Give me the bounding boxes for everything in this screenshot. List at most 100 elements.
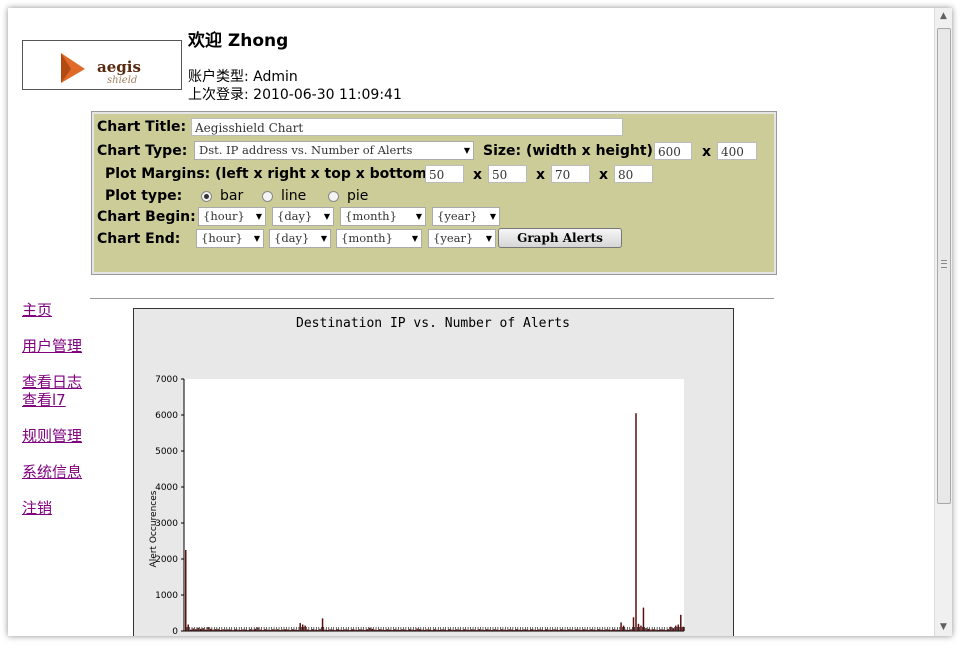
- bar: [476, 629, 478, 631]
- bar: [558, 629, 560, 631]
- bar: [364, 629, 366, 631]
- begin-hour-select[interactable]: {hour} ▼: [198, 207, 266, 226]
- bar: [635, 413, 637, 631]
- vertical-scrollbar[interactable]: ▲ ▼: [934, 8, 952, 636]
- bar: [520, 629, 523, 631]
- bar: [207, 627, 209, 631]
- size-label: Size: (width x height): [483, 143, 653, 159]
- bar: [563, 629, 565, 631]
- end-hour-select[interactable]: {hour} ▼: [196, 229, 264, 248]
- y-tick-label: 4000: [155, 483, 178, 493]
- chart-title-input[interactable]: Aegisshield Chart: [191, 118, 623, 136]
- bar: [408, 629, 411, 631]
- bar: [612, 629, 615, 631]
- nav-user-management[interactable]: 用户管理: [22, 337, 83, 355]
- bar: [249, 629, 252, 631]
- width-input[interactable]: 600: [654, 142, 692, 160]
- nav-view-l7[interactable]: 查看l7: [22, 391, 66, 409]
- bar: [672, 628, 675, 631]
- radio-pie-label: pie: [347, 188, 369, 204]
- bar: [463, 629, 466, 631]
- bar: [625, 629, 627, 631]
- end-month-select[interactable]: {month} ▼: [336, 229, 422, 248]
- bar: [301, 624, 304, 631]
- bar: [189, 629, 192, 631]
- height-input[interactable]: 400: [717, 142, 757, 160]
- scrollbar-thumb[interactable]: [937, 28, 951, 504]
- end-day-select[interactable]: {day} ▼: [269, 229, 331, 248]
- chart-title: Destination IP vs. Number of Alerts: [296, 316, 570, 331]
- bar: [660, 629, 662, 631]
- bar: [341, 629, 344, 631]
- bar: [665, 629, 667, 631]
- bar: [219, 629, 222, 631]
- bar: [550, 629, 553, 631]
- bar: [361, 629, 364, 631]
- bar: [580, 629, 583, 631]
- bar: [381, 629, 384, 631]
- bar: [453, 629, 456, 631]
- nav-home[interactable]: 主页: [22, 301, 53, 319]
- chevron-down-icon: ▼: [489, 212, 496, 221]
- begin-year-select[interactable]: {year} ▼: [432, 207, 500, 226]
- bar: [232, 629, 234, 631]
- bar: [423, 629, 426, 631]
- bar: [309, 629, 311, 631]
- bar: [428, 629, 431, 631]
- bar: [326, 629, 329, 631]
- margin-right-input[interactable]: 50: [488, 165, 527, 183]
- bar: [259, 629, 262, 631]
- bar: [682, 626, 685, 631]
- begin-month-value: {month}: [345, 209, 397, 223]
- browser-viewport: aegis shield 欢迎 Zhong 账户类型: Admin 上次登录: …: [8, 8, 952, 636]
- end-year-value: {year}: [433, 231, 474, 245]
- bar: [366, 629, 369, 631]
- begin-day-select[interactable]: {day} ▼: [272, 207, 334, 226]
- chevron-down-icon: ▼: [463, 146, 470, 155]
- bar: [597, 629, 600, 631]
- bar: [523, 629, 525, 631]
- margin-left-input[interactable]: 50: [425, 165, 464, 183]
- margin-bottom-input[interactable]: 80: [614, 165, 653, 183]
- chart-type-value: Dst. IP address vs. Number of Alerts: [199, 143, 413, 157]
- chart-type-select[interactable]: Dst. IP address vs. Number of Alerts ▼: [194, 141, 474, 160]
- radio-line[interactable]: [262, 191, 273, 202]
- margin-top-input[interactable]: 70: [551, 165, 590, 183]
- bar: [284, 629, 286, 631]
- nav-logout[interactable]: 注销: [22, 499, 53, 517]
- scroll-down-icon[interactable]: ▼: [940, 622, 947, 632]
- radio-pie[interactable]: [328, 191, 339, 202]
- bar: [525, 629, 528, 631]
- graph-alerts-button[interactable]: Graph Alerts: [498, 228, 622, 248]
- bar: [388, 629, 391, 631]
- bar: [461, 629, 463, 631]
- bar: [578, 629, 580, 631]
- bar: [605, 629, 607, 631]
- nav-rule-management[interactable]: 规则管理: [22, 427, 83, 445]
- bar: [194, 629, 197, 631]
- end-year-select[interactable]: {year} ▼: [428, 229, 496, 248]
- nav-system-info[interactable]: 系统信息: [22, 463, 83, 481]
- begin-month-select[interactable]: {month} ▼: [340, 207, 426, 226]
- bar: [602, 629, 605, 631]
- scroll-up-icon[interactable]: ▲: [940, 11, 947, 21]
- bar: [433, 629, 436, 631]
- bar: [587, 629, 590, 631]
- y-tick-label: 7000: [155, 375, 178, 385]
- bar: [316, 629, 319, 631]
- bar: [565, 629, 568, 631]
- bar: [490, 629, 493, 631]
- chart-svg: Destination IP vs. Number of Alerts 0 100…: [149, 316, 685, 636]
- bar: [282, 629, 284, 631]
- bar: [379, 629, 381, 631]
- bar: [319, 628, 321, 631]
- nav-view-logs[interactable]: 查看日志: [22, 373, 83, 391]
- bar: [555, 629, 558, 631]
- plot-margins-label: Plot Margins: (left x right x top x bott…: [105, 166, 434, 182]
- bar: [632, 617, 635, 631]
- bar: [488, 629, 490, 631]
- bar: [204, 629, 207, 631]
- bar: [209, 628, 212, 631]
- bar: [431, 629, 433, 631]
- radio-bar[interactable]: [201, 191, 212, 202]
